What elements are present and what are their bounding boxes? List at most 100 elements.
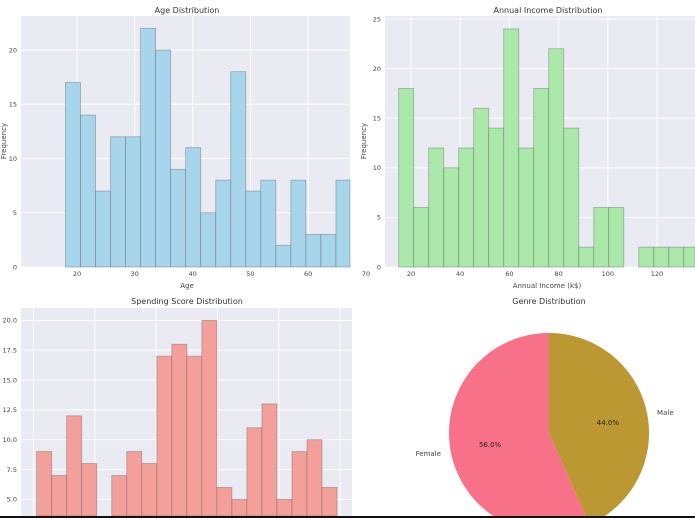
spending-bar [156, 355, 173, 517]
pie-label: Female [416, 450, 441, 458]
pie-slice-male [549, 333, 649, 516]
income-bar [653, 246, 670, 268]
spending-bar [66, 415, 83, 517]
age-bar [215, 179, 232, 268]
age-bar [185, 147, 202, 268]
income-bar [548, 48, 565, 268]
age-bar [275, 244, 292, 268]
age-bar [230, 71, 247, 268]
age-xtick-label: 40 [188, 270, 196, 278]
spending-bar [51, 475, 68, 517]
spending-bar [216, 487, 233, 517]
age-bar [110, 136, 126, 268]
age-bar [170, 168, 187, 268]
income-title: Annual Income Distribution [493, 6, 602, 15]
spending-ytick-label: 10.0 [3, 436, 17, 444]
age-bar [290, 179, 307, 268]
income-xlabel: Annual Income (k$) [513, 282, 582, 290]
income-bar [683, 246, 695, 268]
income-ylabel: Frequency [360, 123, 368, 159]
spending-ytick-label: 5.0 [7, 496, 17, 504]
spending-bar [261, 403, 278, 517]
income-bar [443, 167, 460, 268]
age-xtick-label: 70 [362, 270, 370, 278]
spending-bar [171, 343, 188, 517]
age-bar [65, 82, 81, 268]
genre-title: Genre Distribution [512, 297, 585, 306]
age-bar [335, 179, 351, 268]
spending-ytick-label: 12.5 [3, 406, 17, 414]
age-bar [245, 190, 262, 268]
spending-ytick-label: 15.0 [3, 376, 17, 384]
age-bar [155, 49, 172, 268]
income-xtick-label: 80 [554, 270, 562, 278]
income-bar [593, 207, 610, 268]
age-ytick-label: 15 [9, 101, 17, 109]
age-title: Age Distribution [155, 6, 220, 15]
income-bar [668, 246, 685, 268]
age-ytick-label: 20 [9, 46, 17, 54]
income-xtick-label: 100 [602, 270, 614, 278]
income-bar [503, 28, 520, 268]
income-xtick-label: 120 [651, 270, 663, 278]
spending-bar [231, 498, 248, 517]
income-bar [428, 147, 445, 268]
income-bar [563, 127, 580, 268]
pie-slice-female [449, 333, 586, 516]
income-ytick-label: 5 [377, 214, 381, 222]
age-xtick-label: 50 [246, 270, 254, 278]
spending-ytick-label: 17.5 [3, 347, 17, 355]
age-xtick-label: 20 [73, 270, 81, 278]
bottom-edge [0, 516, 695, 518]
age-bar [140, 27, 157, 268]
income-ytick-label: 15 [373, 115, 381, 123]
spending-bar [126, 451, 143, 517]
age-xtick-label: 60 [304, 270, 312, 278]
spending-ytick-label: 7.5 [7, 466, 17, 474]
pie-label: Male [657, 409, 674, 417]
income-bar [413, 207, 430, 268]
spending-bar [81, 463, 98, 517]
spending-bar [276, 498, 293, 517]
age-ytick-label: 10 [9, 155, 17, 163]
income-ytick-label: 0 [377, 263, 381, 271]
age-bar [305, 234, 322, 268]
income-bar [518, 147, 535, 268]
spending-ytick-label: 20.0 [3, 317, 17, 325]
income-ytick-label: 10 [373, 164, 381, 172]
income-bar [398, 88, 415, 268]
income-xtick-label: 20 [407, 270, 415, 278]
income-bar [578, 246, 595, 268]
age-xtick-label: 30 [131, 270, 139, 278]
spending-bar [321, 487, 338, 517]
age-ylabel: Frequency [0, 123, 8, 159]
spending-bar [141, 463, 158, 517]
age-bar [200, 212, 217, 268]
income-ytick-label: 20 [373, 65, 381, 73]
income-histogram: 20 40 60 80 100 120 0 5 10 15 20 25 [373, 15, 695, 278]
income-xtick-label: 40 [456, 270, 464, 278]
age-bar [260, 179, 277, 268]
income-bar [458, 147, 475, 268]
age-xlabel: Age [180, 282, 194, 290]
pie-pct-label: 44.0% [597, 419, 620, 427]
spending-histogram: 5.0 7.5 10.0 12.5 15.0 17.5 20.0 [3, 308, 352, 517]
age-ytick-label: 5 [13, 209, 17, 217]
age-histogram: 20 30 40 50 60 70 0 5 10 15 20 [9, 16, 370, 278]
pie-pct-label: 56.0% [479, 441, 502, 449]
income-bar [608, 207, 625, 268]
spending-title: Spending Score Distribution [131, 297, 243, 306]
age-bar [95, 190, 111, 268]
income-bar [533, 88, 550, 268]
income-xtick-label: 60 [505, 270, 513, 278]
spending-bar [186, 355, 203, 517]
age-bar [125, 136, 141, 268]
spending-bar [291, 451, 308, 517]
income-ytick-label: 25 [373, 15, 381, 23]
genre-pie: Female 56.0% Male 44.0% [416, 333, 674, 516]
income-bar [638, 246, 655, 268]
age-ytick-label: 0 [13, 263, 17, 271]
age-bar [80, 114, 96, 268]
income-bar [473, 107, 490, 268]
